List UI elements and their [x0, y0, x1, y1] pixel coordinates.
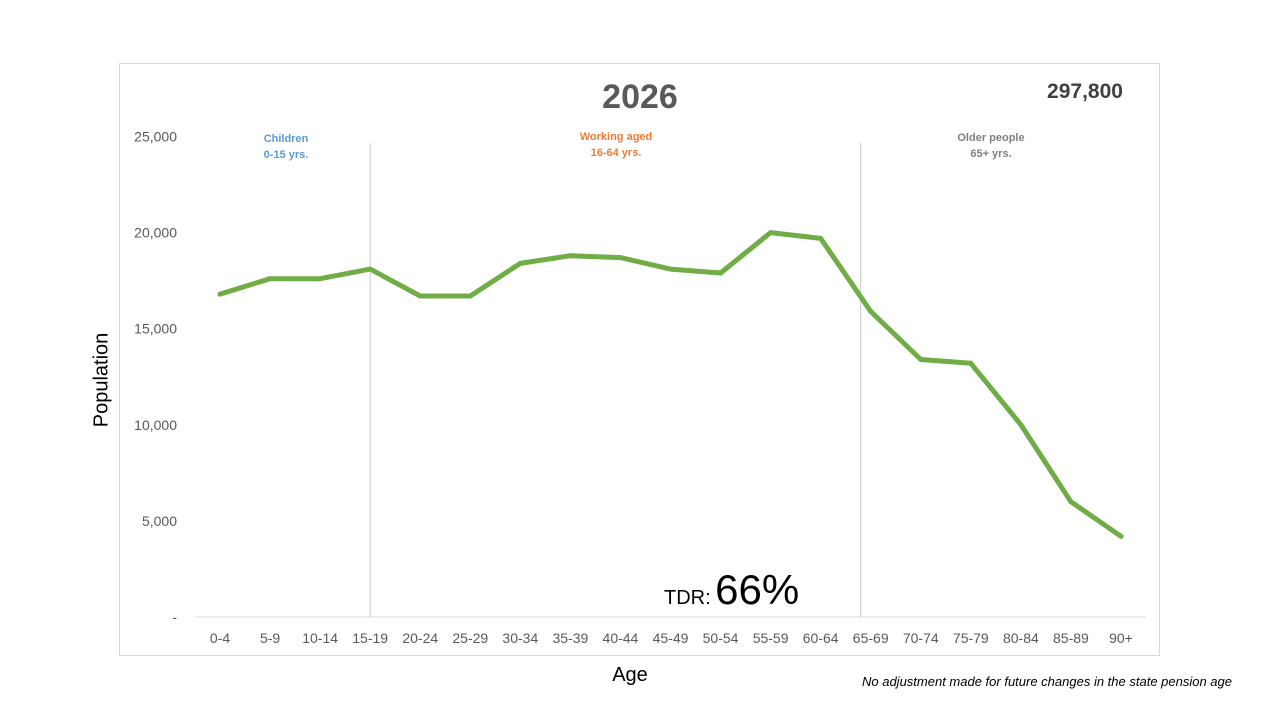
data-point: [868, 308, 874, 314]
x-tick-label: 15-19: [352, 630, 388, 646]
data-point: [768, 230, 774, 236]
x-tick-label: 30-34: [502, 630, 538, 646]
group-label-older: Older people 65+ yrs.: [911, 130, 1071, 162]
x-tick-label: 35-39: [552, 630, 588, 646]
y-tick-label: 5,000: [142, 513, 177, 529]
x-tick-label: 20-24: [402, 630, 438, 646]
x-tick-label: 25-29: [452, 630, 488, 646]
group-label-older-range: 65+ yrs.: [970, 148, 1012, 160]
data-point: [467, 293, 473, 299]
x-tick-label: 80-84: [1003, 630, 1039, 646]
data-point: [367, 266, 373, 272]
x-tick-label: 50-54: [703, 630, 739, 646]
y-axis-title: Population: [90, 332, 113, 428]
y-tick-label: -: [172, 609, 177, 625]
data-point: [718, 270, 724, 276]
data-point: [818, 235, 824, 241]
group-label-working-name: Working aged: [579, 131, 653, 143]
data-point: [267, 276, 273, 282]
x-tick-label: 70-74: [903, 630, 939, 646]
x-tick-label: 65-69: [853, 630, 889, 646]
x-tick-label: 40-44: [603, 630, 639, 646]
footnote: No adjustment made for future changes in…: [861, 674, 1232, 689]
data-point: [918, 356, 924, 362]
y-tick-label: 10,000: [134, 417, 177, 433]
tdr-annotation: TDR: 66%: [664, 566, 799, 614]
chart-frame: [119, 63, 1160, 656]
y-tick-label: 25,000: [134, 129, 177, 145]
x-tick-label: 5-9: [260, 630, 280, 646]
x-tick-label: 0-4: [210, 630, 230, 646]
data-point: [1068, 499, 1074, 505]
chart-title: 2026: [602, 78, 678, 116]
data-point: [217, 291, 223, 297]
group-label-working: Working aged 16-64 yrs.: [536, 129, 696, 161]
y-tick-label: 15,000: [134, 321, 177, 337]
x-tick-label: 90+: [1109, 630, 1133, 646]
x-tick-label: 55-59: [753, 630, 789, 646]
x-tick-label: 60-64: [803, 630, 839, 646]
x-tick-label: 75-79: [953, 630, 989, 646]
x-tick-label: 85-89: [1053, 630, 1089, 646]
x-tick-label: 45-49: [653, 630, 689, 646]
data-point: [567, 253, 573, 259]
x-tick-label: 10-14: [302, 630, 338, 646]
data-point: [1118, 533, 1124, 539]
data-point: [668, 266, 673, 272]
data-point: [317, 276, 323, 282]
tdr-value: 66%: [715, 566, 800, 613]
y-tick-label: 20,000: [134, 225, 177, 241]
group-label-children-name: Children: [263, 133, 309, 145]
data-point: [417, 293, 423, 299]
group-label-children-range: 0-15 yrs.: [263, 149, 309, 161]
series-line-1: [217, 230, 1124, 539]
data-point: [617, 255, 623, 261]
total-population-label: 297,800: [1047, 80, 1123, 103]
data-point: [1018, 422, 1024, 428]
data-point: [968, 360, 974, 366]
group-label-children: Children 0-15 yrs.: [206, 131, 366, 163]
data-point: [517, 260, 523, 266]
group-label-working-range: 16-64 yrs.: [590, 147, 642, 159]
tdr-label: TDR:: [664, 587, 711, 609]
x-axis-title: Age: [612, 664, 648, 686]
group-label-older-name: Older people: [957, 132, 1025, 144]
